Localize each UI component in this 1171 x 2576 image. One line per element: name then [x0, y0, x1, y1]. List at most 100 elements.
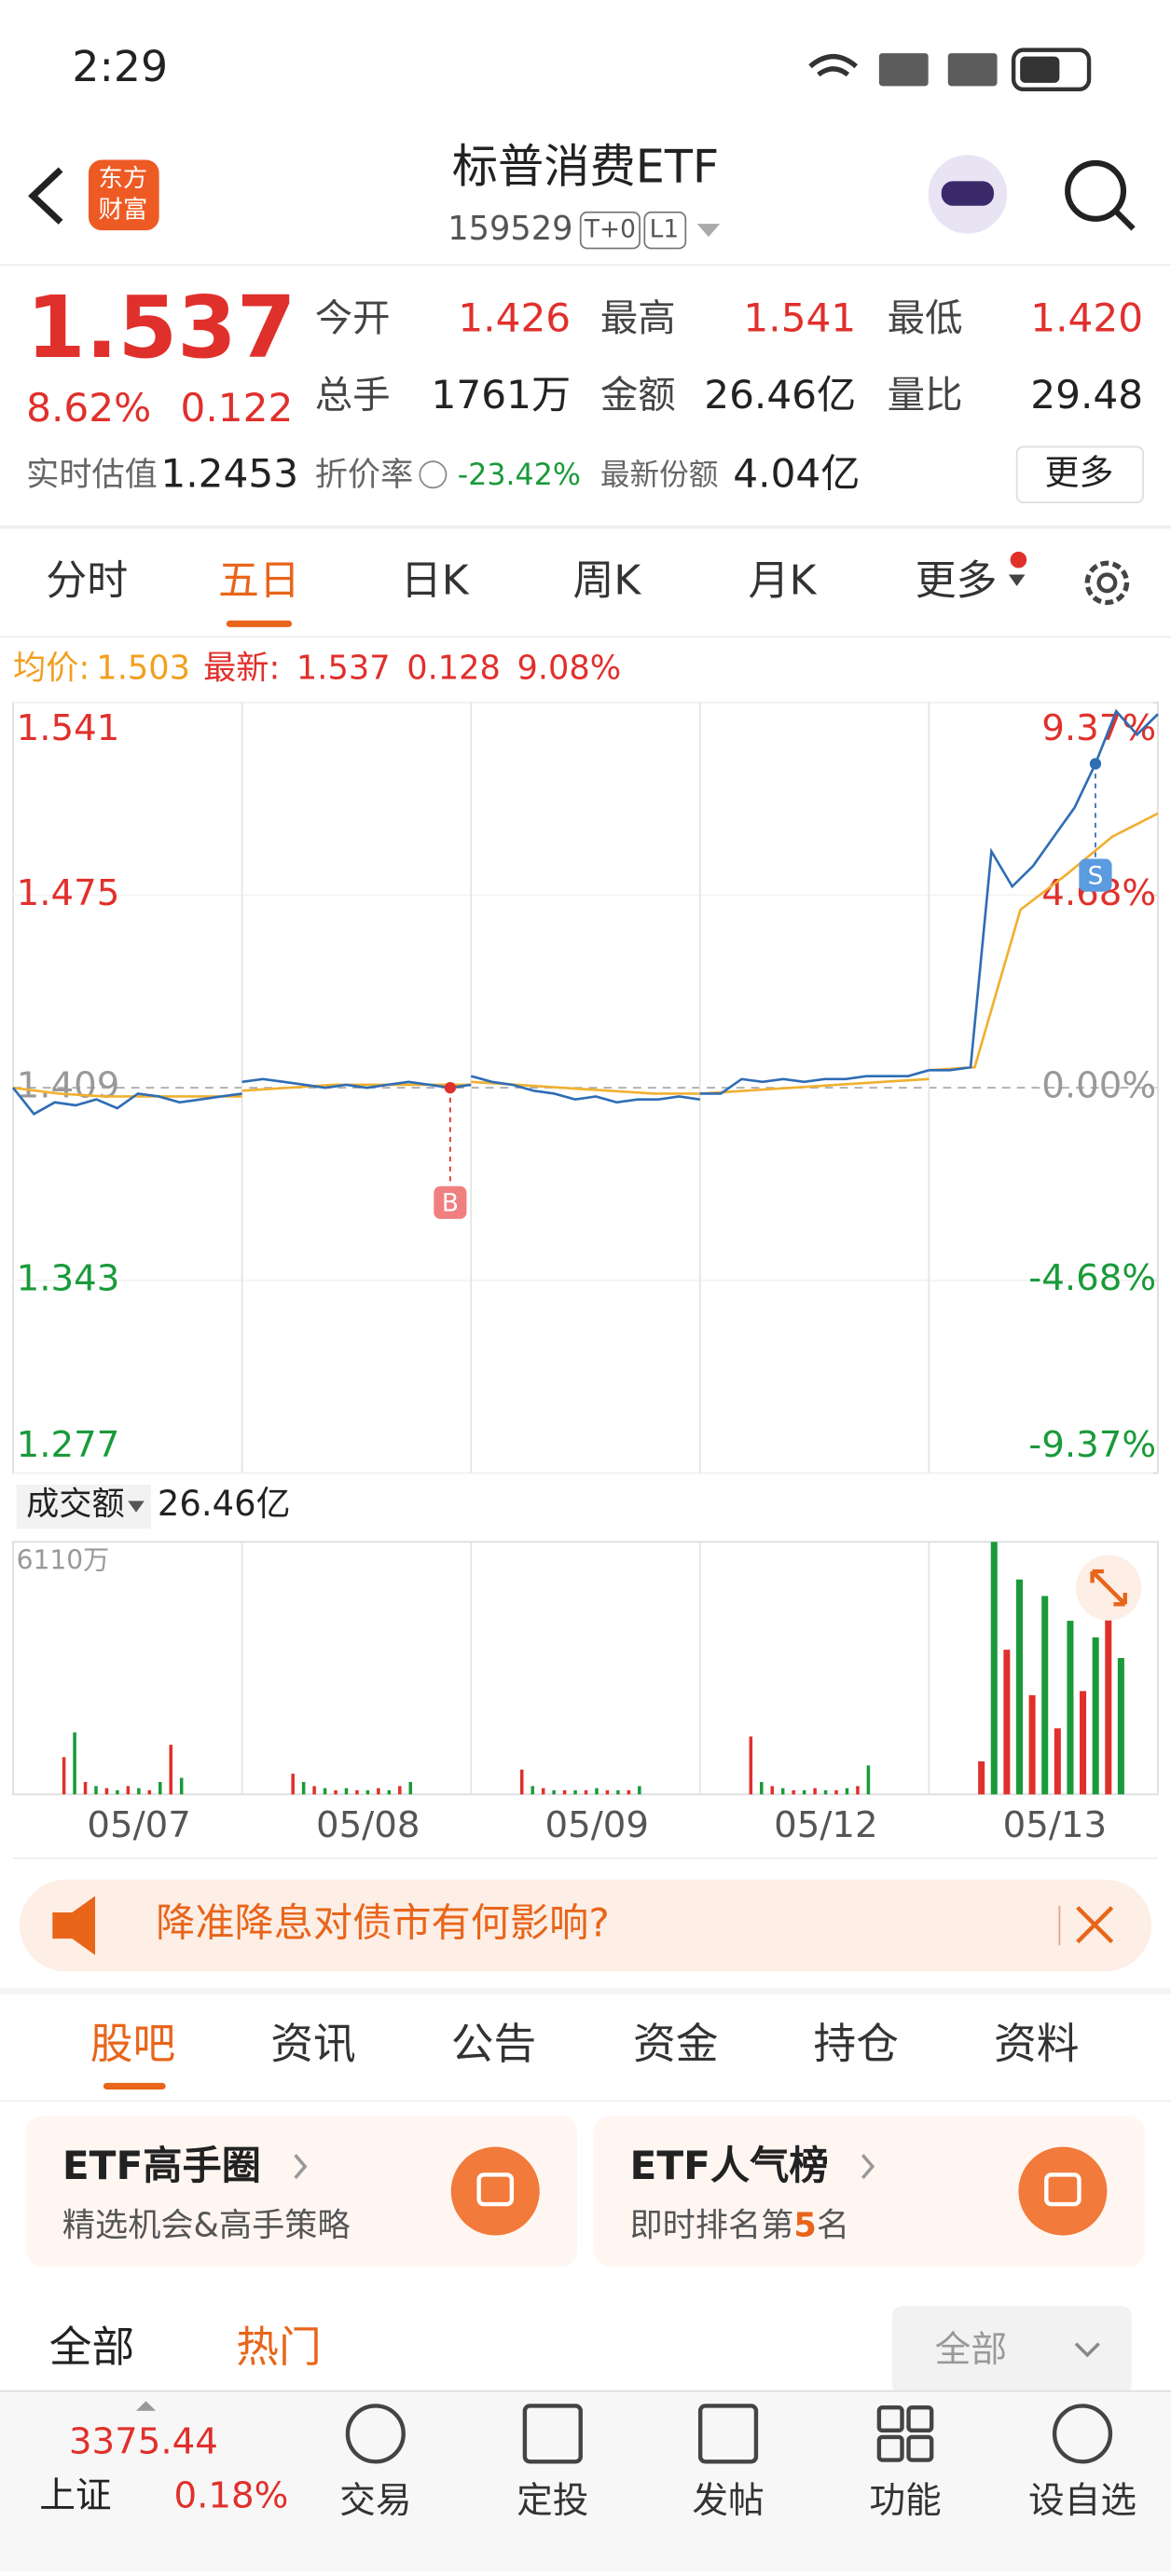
notice[interactable] — [20, 1879, 1151, 1972]
tab[interactable]: 更多 — [916, 556, 998, 604]
logo[interactable] — [88, 159, 159, 231]
legend-last: 1.537 — [296, 650, 391, 688]
marker-badge — [1079, 858, 1112, 892]
volume-bar — [834, 1789, 838, 1795]
legend-avg-name: 均价 — [13, 650, 78, 688]
estimate: 1.2453 — [160, 451, 298, 497]
field-value: 26.46亿 — [704, 372, 856, 418]
nav-label[interactable]: 发帖 — [692, 2480, 764, 2522]
x-tick-label: 05/13 — [1003, 1804, 1108, 1846]
card-icon-glyph — [1044, 2172, 1081, 2207]
nav-icon — [906, 2434, 934, 2462]
shares-label: 最新份额 — [600, 459, 719, 492]
card-highlight: 5 — [793, 2207, 816, 2245]
index-name: 上证 — [39, 2474, 111, 2516]
chevron — [1074, 2342, 1100, 2358]
card-chevron — [861, 2154, 875, 2180]
card-icon — [1018, 2146, 1108, 2236]
status-icons — [808, 48, 1092, 92]
field-value: 1.541 — [743, 295, 856, 340]
card-sub: 即时排名第5名 — [629, 2207, 849, 2245]
index-change: 0.18% — [173, 2474, 288, 2516]
volume-bar — [323, 1788, 327, 1795]
volume-bar — [355, 1789, 359, 1795]
change-pct: 8.62% — [26, 385, 151, 431]
nav-icon — [876, 2434, 904, 2462]
volume-bar — [792, 1789, 795, 1795]
info-icon[interactable] — [419, 460, 448, 489]
section-tab[interactable]: 资讯 — [270, 2020, 355, 2069]
volume-bar — [552, 1789, 556, 1795]
price-line — [699, 1069, 930, 1095]
filter[interactable]: 全部 — [49, 2323, 134, 2372]
dropdown[interactable] — [891, 2306, 1132, 2395]
section-tab[interactable]: 持仓 — [814, 2020, 899, 2069]
dropdown-arrow[interactable] — [696, 224, 721, 238]
volume-bar — [1117, 1658, 1124, 1795]
volume-bar — [365, 1789, 370, 1795]
volume-bar — [562, 1789, 567, 1795]
search[interactable] — [1065, 159, 1127, 222]
section-tab[interactable]: 资金 — [633, 2020, 718, 2069]
nav-label[interactable]: 定投 — [517, 2480, 588, 2522]
tab[interactable]: 日K — [401, 556, 470, 604]
nav-icon — [345, 2404, 406, 2464]
y2-tick-label: 0.00% — [1041, 1065, 1156, 1107]
volume-bar — [137, 1788, 141, 1795]
tab[interactable]: 分时 — [46, 556, 128, 604]
settings[interactable] — [1084, 560, 1130, 606]
dropdown-text: 全部 — [935, 2329, 1007, 2371]
field-value: 1.420 — [1030, 295, 1143, 340]
field-label: 最高 — [600, 295, 676, 340]
tab[interactable]: 周K — [572, 556, 641, 604]
change: 0.122 — [181, 385, 294, 431]
volume-bar — [595, 1788, 599, 1795]
legend-avg: 1.503 — [96, 650, 190, 688]
expand-icon — [1090, 1569, 1127, 1607]
chart-frame — [12, 701, 1159, 1474]
card[interactable] — [26, 2116, 578, 2267]
tag-text: T+0 — [584, 216, 636, 244]
logo-text: 财富 — [99, 197, 148, 225]
price-line — [929, 708, 1159, 1072]
nav-label[interactable]: 交易 — [339, 2480, 411, 2522]
selector-arrow — [128, 1500, 145, 1513]
tab[interactable]: 月K — [749, 556, 818, 604]
search-handle — [1113, 208, 1136, 231]
legend: 均价: 1.503 最新: 1.537 0.128 9.08% — [13, 650, 621, 688]
volume-bar — [845, 1788, 849, 1795]
notice-close[interactable] — [1076, 1906, 1114, 1944]
index-value[interactable]: 3375.44 — [69, 2420, 218, 2462]
volume-bar — [291, 1774, 295, 1795]
y-tick-label: 1.541 — [17, 707, 120, 749]
section-tab[interactable]: 公告 — [451, 2020, 536, 2069]
discount-label: 折价率 — [315, 456, 414, 494]
field-label: 金额 — [600, 373, 676, 418]
volume-bar — [408, 1782, 413, 1795]
volume-bar — [334, 1789, 338, 1795]
volume-bar — [856, 1786, 860, 1795]
volume-selector[interactable] — [16, 1484, 151, 1529]
volume-bar — [179, 1777, 184, 1795]
volume-bar — [169, 1745, 172, 1795]
volume-bar — [1067, 1621, 1074, 1795]
y-tick-label: 1.277 — [17, 1424, 120, 1466]
nav-arrow — [136, 2401, 157, 2411]
nav-icon — [697, 2404, 759, 2464]
title: 标普消费ETF — [452, 140, 720, 194]
more-button[interactable] — [1015, 445, 1144, 504]
card[interactable] — [593, 2116, 1145, 2267]
volume-bar — [312, 1786, 316, 1795]
back-button[interactable] — [28, 167, 63, 225]
nav-icon — [1052, 2404, 1113, 2464]
marker-dot — [1089, 758, 1102, 770]
section-tab[interactable]: 资料 — [994, 2020, 1079, 2069]
filter-active[interactable]: 热门 — [236, 2323, 321, 2372]
badge — [1010, 551, 1027, 569]
volume-total: 26.46亿 — [158, 1484, 291, 1524]
tab[interactable]: 五日 — [218, 556, 300, 604]
section-tab[interactable]: 股吧 — [90, 2020, 175, 2069]
nav-label[interactable]: 设自选 — [1028, 2480, 1137, 2522]
nav-label[interactable]: 功能 — [869, 2480, 941, 2522]
volume-bar — [83, 1782, 88, 1795]
